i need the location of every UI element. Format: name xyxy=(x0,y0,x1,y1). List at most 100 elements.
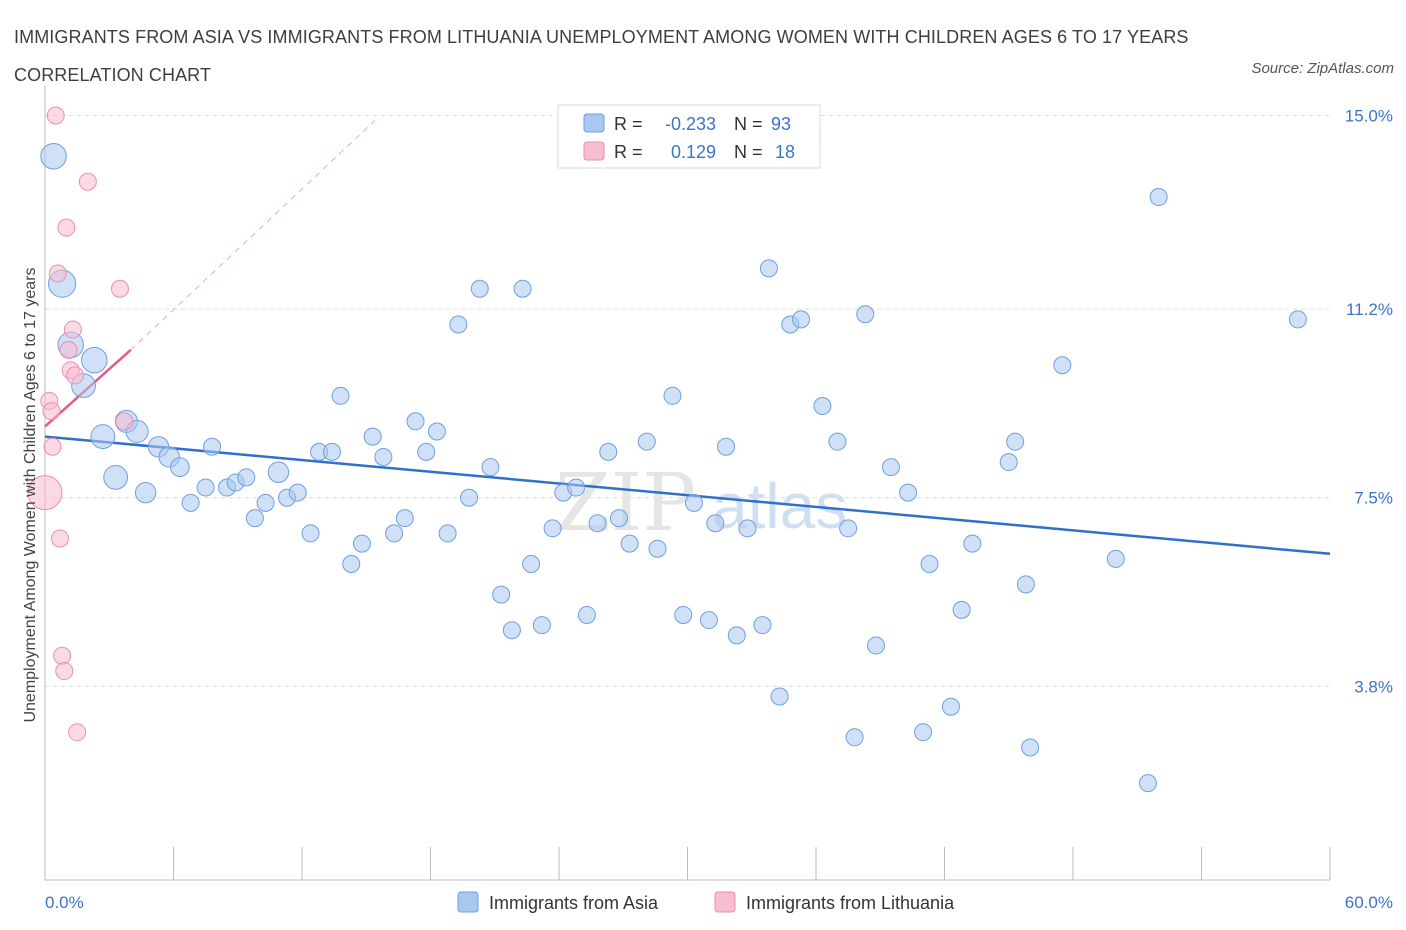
point-asia xyxy=(481,458,500,477)
point-asia xyxy=(385,524,404,543)
x-tick-label: 0.0% xyxy=(45,893,84,912)
point-lithuania xyxy=(65,366,84,385)
point-asia xyxy=(952,600,971,619)
point-asia xyxy=(839,519,858,538)
point-asia xyxy=(532,616,551,635)
point-asia xyxy=(237,468,256,487)
x-tick-label: 60.0% xyxy=(1345,893,1393,912)
point-lithuania xyxy=(42,402,61,421)
legend-r-value: 0.129 xyxy=(671,142,716,162)
point-asia xyxy=(288,483,307,502)
point-lithuania xyxy=(48,264,67,283)
y-tick-label: 11.2% xyxy=(1346,300,1393,319)
point-asia xyxy=(256,493,275,512)
point-asia xyxy=(1006,432,1025,451)
legend-bottom-label-lithuania: Immigrants from Lithuania xyxy=(746,893,955,913)
point-asia xyxy=(914,723,933,742)
y-axis-label: Unemployment Among Women with Children A… xyxy=(22,267,39,722)
point-asia xyxy=(620,534,639,553)
legend-bottom: Immigrants from Asia Immigrants from Lit… xyxy=(457,891,955,913)
point-asia xyxy=(770,687,789,706)
data-points xyxy=(27,106,1307,793)
legend-r-value: -0.233 xyxy=(665,114,716,134)
legend-top: R = -0.233 N = 93 R = 0.129 N = 18 xyxy=(557,104,821,169)
point-asia xyxy=(374,447,393,466)
point-asia xyxy=(181,493,200,512)
legend-n-value: 18 xyxy=(775,142,795,162)
point-asia xyxy=(599,442,618,461)
point-asia xyxy=(856,305,875,324)
watermark-atlas: atlas xyxy=(712,470,847,542)
point-asia xyxy=(706,514,725,533)
point-asia xyxy=(417,442,436,461)
point-asia xyxy=(753,616,772,635)
point-asia xyxy=(438,524,457,543)
point-asia xyxy=(1021,738,1040,757)
trend-line-asia xyxy=(44,435,1331,556)
point-asia xyxy=(103,464,129,490)
point-asia xyxy=(1138,774,1157,793)
point-asia xyxy=(1053,356,1072,375)
point-asia xyxy=(460,488,479,507)
point-asia xyxy=(663,386,682,405)
legend-swatch-lithuania xyxy=(583,141,605,161)
point-asia xyxy=(342,555,361,573)
point-asia xyxy=(301,524,320,543)
point-asia xyxy=(699,611,718,630)
point-asia xyxy=(470,279,489,298)
point-asia xyxy=(609,509,628,528)
point-asia xyxy=(1149,188,1168,207)
point-asia xyxy=(963,534,982,553)
point-asia xyxy=(567,478,586,497)
point-asia xyxy=(352,534,371,553)
grid-lines xyxy=(45,114,1330,687)
point-asia xyxy=(522,555,541,573)
point-asia xyxy=(90,424,116,449)
point-lithuania xyxy=(55,662,74,681)
point-lithuania xyxy=(46,106,65,125)
point-lithuania xyxy=(43,437,62,456)
point-asia xyxy=(331,386,350,405)
point-asia xyxy=(427,422,446,441)
x-tick-labels: 0.0% 60.0% xyxy=(45,893,1393,912)
point-asia xyxy=(899,483,918,502)
point-asia xyxy=(203,437,222,456)
point-asia xyxy=(245,509,264,528)
point-asia xyxy=(717,437,736,456)
point-lithuania xyxy=(50,529,69,548)
chart-title: IMMIGRANTS FROM ASIA VS IMMIGRANTS FROM … xyxy=(14,27,1189,85)
point-asia xyxy=(1106,549,1125,568)
point-asia xyxy=(363,427,382,446)
watermark-zip: ZIP xyxy=(555,456,696,549)
point-asia xyxy=(759,259,778,278)
point-lithuania xyxy=(115,412,134,431)
point-asia xyxy=(492,585,511,604)
point-asia xyxy=(845,728,864,747)
point-asia xyxy=(322,442,341,461)
point-asia xyxy=(813,397,832,415)
point-lithuania xyxy=(68,723,87,742)
point-asia xyxy=(170,457,190,478)
point-asia xyxy=(1288,310,1307,329)
point-asia xyxy=(999,453,1018,472)
y-tick-label: 15.0% xyxy=(1345,106,1393,125)
point-lithuania xyxy=(78,172,97,191)
legend-bottom-label-asia: Immigrants from Asia xyxy=(489,893,659,913)
y-tick-labels: 3.8% 7.5% 11.2% 15.0% xyxy=(1345,106,1393,696)
point-lithuania xyxy=(57,218,76,237)
y-tick-label: 7.5% xyxy=(1354,489,1393,508)
point-asia xyxy=(40,143,67,170)
point-lithuania xyxy=(110,279,129,298)
legend-r-label: R = xyxy=(614,142,643,162)
point-asia xyxy=(881,458,900,477)
point-asia xyxy=(637,432,656,451)
point-asia xyxy=(1016,575,1035,594)
legend-n-value: 93 xyxy=(771,114,791,134)
point-asia xyxy=(395,509,414,528)
point-asia xyxy=(684,493,703,512)
point-asia xyxy=(134,481,157,504)
legend-bottom-swatch-asia xyxy=(457,891,479,913)
point-asia xyxy=(449,315,468,334)
point-asia xyxy=(792,310,811,329)
